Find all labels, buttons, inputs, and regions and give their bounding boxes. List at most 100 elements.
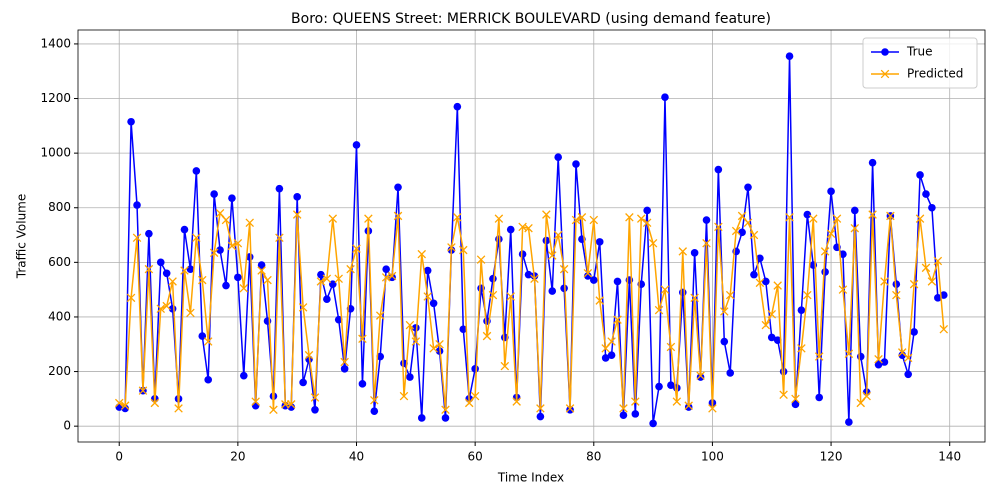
marker	[856, 352, 865, 361]
marker	[560, 284, 568, 293]
marker	[394, 183, 402, 192]
marker	[915, 214, 925, 223]
marker	[133, 201, 141, 209]
marker	[654, 305, 664, 315]
marker	[690, 248, 699, 257]
y-tick-label: 0	[63, 419, 71, 433]
marker	[643, 206, 651, 215]
marker	[334, 315, 343, 324]
marker	[791, 400, 800, 409]
y-tick-label: 800	[48, 200, 71, 214]
marker	[928, 203, 936, 212]
marker	[916, 171, 924, 179]
y-tick-label: 400	[48, 309, 71, 323]
marker	[720, 307, 729, 316]
marker	[856, 398, 865, 408]
marker	[435, 339, 444, 349]
marker	[749, 230, 759, 240]
marker	[892, 290, 901, 300]
marker	[779, 390, 788, 400]
marker	[892, 280, 901, 288]
marker	[476, 255, 486, 264]
legend-box	[862, 37, 978, 89]
marker	[862, 391, 871, 401]
marker	[221, 215, 231, 225]
marker	[554, 153, 562, 162]
y-tick-label: 200	[48, 364, 71, 378]
marker	[174, 404, 183, 413]
marker	[797, 344, 806, 353]
marker	[886, 211, 895, 221]
marker	[909, 279, 919, 289]
marker	[927, 277, 937, 286]
marker	[186, 308, 195, 318]
marker	[352, 141, 361, 149]
marker	[649, 419, 657, 428]
marker	[648, 238, 658, 248]
legend-marker	[880, 69, 890, 79]
marker	[744, 183, 752, 192]
marker	[797, 306, 806, 314]
marker	[601, 344, 610, 353]
marker	[844, 349, 854, 359]
marker	[743, 218, 753, 228]
y-tick-label: 1000	[40, 146, 71, 160]
marker	[595, 296, 604, 305]
marker	[910, 328, 918, 336]
marker	[565, 404, 575, 413]
marker	[838, 285, 848, 294]
marker	[423, 292, 432, 301]
marker	[708, 404, 717, 413]
marker	[234, 273, 242, 282]
marker	[631, 410, 640, 418]
marker	[595, 238, 604, 246]
marker	[820, 247, 830, 256]
marker	[370, 407, 379, 415]
marker	[874, 360, 883, 369]
marker	[809, 214, 818, 223]
marker	[180, 266, 189, 275]
marker	[672, 397, 682, 406]
marker	[880, 277, 889, 286]
marker	[714, 165, 723, 174]
marker	[263, 275, 272, 285]
y-axis-label: Traffic Volume	[15, 194, 29, 280]
x-tick-label: 120	[820, 450, 843, 464]
marker	[832, 214, 842, 223]
marker	[584, 272, 592, 280]
marker	[311, 405, 319, 414]
marker	[150, 398, 160, 408]
marker	[376, 352, 385, 361]
x-tick-label: 100	[701, 450, 724, 464]
marker	[239, 284, 249, 293]
marker	[821, 268, 829, 276]
marker	[756, 254, 764, 263]
marker	[625, 213, 634, 222]
marker	[251, 397, 260, 406]
marker	[684, 403, 693, 411]
marker	[298, 303, 308, 312]
marker	[388, 273, 396, 282]
marker	[874, 355, 883, 364]
marker	[934, 294, 942, 302]
marker	[210, 190, 218, 198]
marker	[731, 226, 741, 236]
marker	[607, 337, 616, 346]
marker	[340, 365, 349, 373]
marker	[203, 337, 213, 346]
marker	[755, 278, 765, 288]
marker	[512, 397, 521, 406]
marker	[903, 353, 913, 363]
marker	[145, 229, 153, 238]
x-tick-label: 20	[230, 450, 245, 464]
marker	[636, 214, 646, 223]
marker	[642, 218, 652, 228]
series-line	[119, 56, 945, 424]
marker	[293, 193, 301, 201]
marker	[530, 274, 539, 283]
marker	[317, 270, 325, 279]
marker	[939, 291, 948, 299]
marker	[180, 225, 189, 234]
marker	[767, 333, 776, 342]
marker	[120, 401, 130, 410]
